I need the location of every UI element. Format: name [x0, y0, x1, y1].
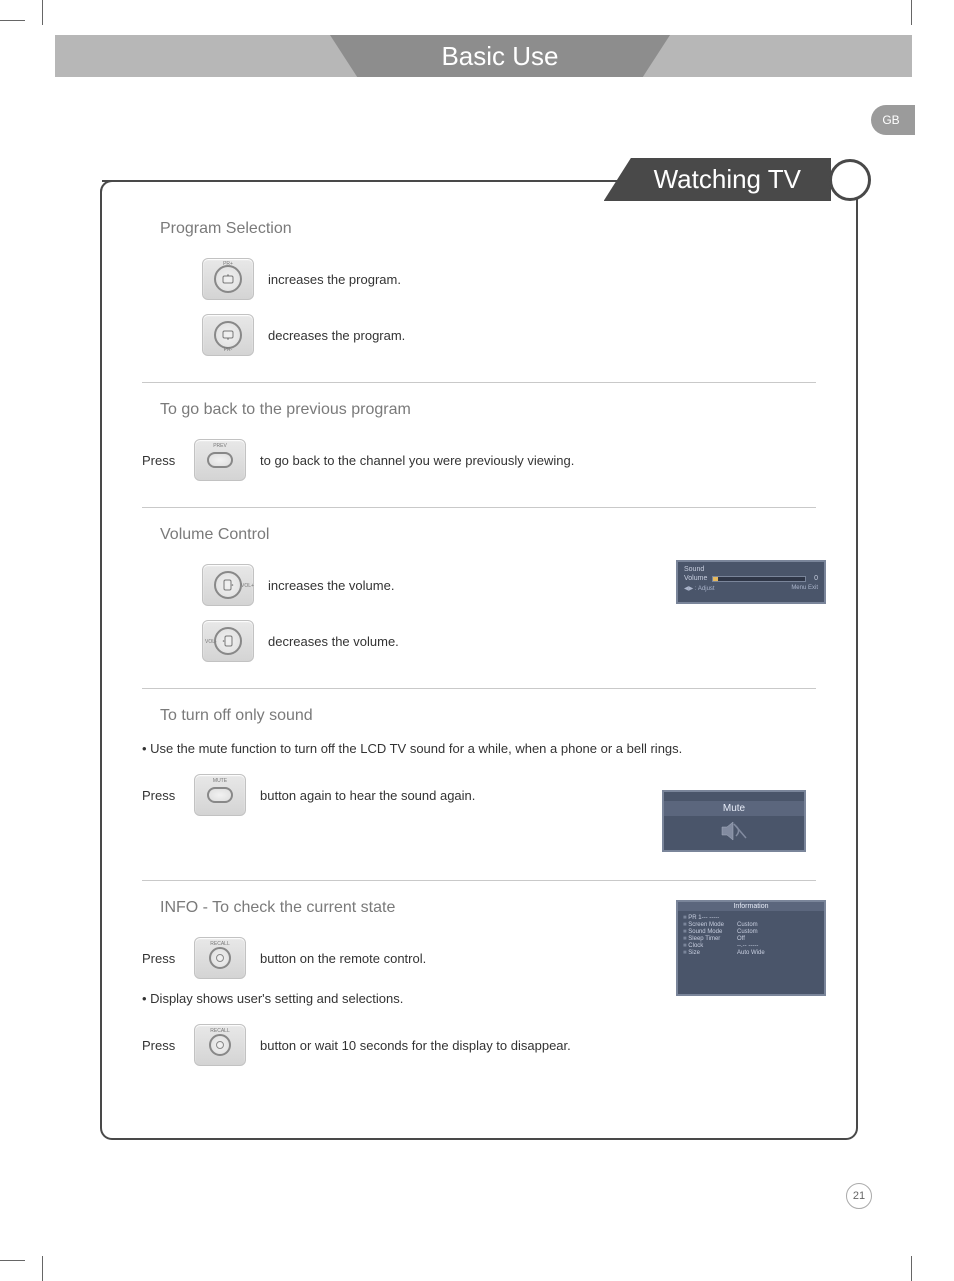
divider	[142, 507, 816, 508]
prev-button-icon: PREV	[194, 439, 246, 481]
page-number: 21	[846, 1183, 872, 1209]
osd-info-val: --.-- -----	[737, 943, 758, 949]
osd-exit-label: Menu Exit	[791, 585, 818, 592]
chapter-title: Basic Use	[330, 35, 670, 77]
osd-info-key: Sound Mode	[683, 929, 737, 935]
osd-mute-title: Mute	[664, 801, 804, 816]
crop-mark	[42, 1256, 43, 1281]
recall-button-icon: RECALL	[194, 937, 246, 979]
osd-volume-value: 0	[806, 575, 818, 582]
volume-down-button-icon: VOL-	[202, 620, 254, 662]
crop-mark	[911, 1256, 912, 1281]
info-row-2: Press RECALL button or wait 10 seconds f…	[142, 1020, 816, 1070]
program-down-button-icon: PR-	[202, 314, 254, 356]
osd-volume-panel: Sound Volume 0 ◀▶ : Adjust Menu Exit	[676, 560, 826, 604]
go-back-section: To go back to the previous program Press…	[142, 401, 816, 485]
info-text-1: button on the remote control.	[260, 951, 426, 966]
go-back-title: To go back to the previous program	[160, 401, 816, 419]
osd-info-key: Screen Mode	[683, 922, 737, 928]
osd-info-body: PR 1--- ----- Screen ModeCustom Sound Mo…	[678, 911, 824, 960]
volume-decrease-row: VOL- decreases the volume.	[142, 616, 816, 666]
volume-decrease-text: decreases the volume.	[268, 634, 399, 649]
osd-info-row: Screen ModeCustom	[683, 922, 819, 928]
osd-info-val: Custom	[737, 922, 758, 928]
osd-info-row: Clock--.-- -----	[683, 943, 819, 949]
btn-label: PR+	[223, 261, 233, 267]
osd-sound-header: Sound	[684, 566, 818, 573]
speaker-mute-icon	[720, 820, 748, 842]
osd-volume-bar: Volume 0	[684, 575, 818, 582]
osd-info-val: Off	[737, 936, 745, 942]
osd-info-key: Size	[683, 950, 737, 956]
divider	[142, 880, 816, 881]
osd-volume-label: Volume	[684, 575, 712, 582]
mute-button-icon: MUTE	[194, 774, 246, 816]
crop-mark	[0, 20, 25, 21]
remote-circle-icon	[214, 627, 242, 655]
btn-label: VOL+	[241, 583, 254, 589]
btn-label: RECALL	[210, 941, 229, 947]
osd-volume-fill	[713, 577, 718, 581]
osd-info-row: Sound ModeCustom	[683, 929, 819, 935]
program-decrease-row: PR- decreases the program.	[142, 310, 816, 360]
program-increase-row: PR+ increases the program.	[142, 254, 816, 304]
osd-mute-panel: Mute	[662, 790, 806, 852]
content-frame: Program Selection PR+ increases the prog…	[100, 180, 858, 1140]
program-up-button-icon: PR+	[202, 258, 254, 300]
btn-label: PR-	[224, 347, 233, 353]
press-label: Press	[142, 951, 184, 966]
volume-up-button-icon: VOL+	[202, 564, 254, 606]
press-label: Press	[142, 1038, 184, 1053]
mute-text: button again to hear the sound again.	[260, 788, 475, 803]
btn-label: MUTE	[213, 778, 227, 784]
mute-title: To turn off only sound	[160, 707, 816, 725]
remote-circle-icon	[209, 1034, 231, 1056]
osd-volume-footer: ◀▶ : Adjust Menu Exit	[684, 585, 818, 592]
crop-mark	[911, 0, 912, 25]
program-increase-text: increases the program.	[268, 272, 401, 287]
osd-info-val: Auto Wide	[737, 950, 765, 956]
btn-label: RECALL	[210, 1028, 229, 1034]
osd-info-header: Information	[678, 902, 824, 911]
volume-increase-text: increases the volume.	[268, 578, 394, 593]
osd-info-key: Clock	[683, 943, 737, 949]
osd-info-panel: Information PR 1--- ----- Screen ModeCus…	[676, 900, 826, 996]
remote-circle-icon	[214, 265, 242, 293]
btn-label: VOL-	[205, 639, 217, 645]
osd-info-key: Sleep Timer	[683, 936, 737, 942]
program-decrease-text: decreases the program.	[268, 328, 405, 343]
crop-mark	[42, 0, 43, 25]
osd-info-val: Custom	[737, 929, 758, 935]
section-bullet-icon	[829, 159, 871, 201]
press-label: Press	[142, 788, 184, 803]
remote-oval-icon	[207, 787, 233, 803]
divider	[142, 688, 816, 689]
osd-info-key: PR 1--- -----	[683, 915, 737, 921]
remote-oval-icon	[207, 452, 233, 468]
press-label: Press	[142, 453, 184, 468]
recall-button-icon: RECALL	[194, 1024, 246, 1066]
language-tab: GB	[871, 105, 915, 135]
remote-circle-icon	[214, 571, 242, 599]
btn-label: PREV	[213, 443, 227, 449]
crop-mark	[0, 1260, 25, 1261]
info-text-2: button or wait 10 seconds for the displa…	[260, 1038, 571, 1053]
mute-note: • Use the mute function to turn off the …	[142, 741, 816, 756]
remote-circle-icon	[209, 947, 231, 969]
volume-title: Volume Control	[160, 526, 816, 544]
divider	[142, 382, 816, 383]
osd-info-row: SizeAuto Wide	[683, 950, 819, 956]
go-back-row: Press PREV to go back to the channel you…	[142, 435, 816, 485]
program-selection-title: Program Selection	[160, 220, 816, 238]
program-selection-section: Program Selection PR+ increases the prog…	[142, 220, 816, 360]
osd-adjust-label: ◀▶ : Adjust	[684, 585, 715, 592]
osd-info-row: PR 1--- -----	[683, 915, 819, 921]
go-back-text: to go back to the channel you were previ…	[260, 453, 574, 468]
osd-volume-track	[712, 576, 806, 582]
osd-info-row: Sleep TimerOff	[683, 936, 819, 942]
remote-circle-icon	[214, 321, 242, 349]
